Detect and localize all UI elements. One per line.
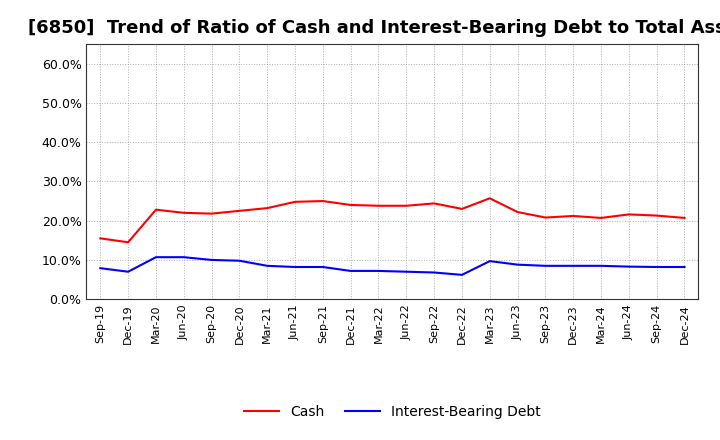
Interest-Bearing Debt xyxy=(430,270,438,275)
Interest-Bearing Debt xyxy=(680,264,689,270)
Interest-Bearing Debt xyxy=(374,268,383,274)
Cash xyxy=(346,202,355,208)
Cash xyxy=(152,207,161,213)
Cash xyxy=(652,213,661,218)
Cash xyxy=(179,210,188,216)
Interest-Bearing Debt xyxy=(318,264,327,270)
Title: [6850]  Trend of Ratio of Cash and Interest-Bearing Debt to Total Assets: [6850] Trend of Ratio of Cash and Intere… xyxy=(28,19,720,37)
Cash xyxy=(96,236,104,241)
Cash xyxy=(235,208,243,213)
Line: Interest-Bearing Debt: Interest-Bearing Debt xyxy=(100,257,685,275)
Cash xyxy=(318,198,327,204)
Cash xyxy=(541,215,550,220)
Interest-Bearing Debt xyxy=(624,264,633,269)
Interest-Bearing Debt xyxy=(346,268,355,274)
Interest-Bearing Debt xyxy=(458,272,467,278)
Interest-Bearing Debt xyxy=(597,263,606,268)
Cash xyxy=(458,206,467,212)
Interest-Bearing Debt xyxy=(513,262,522,267)
Interest-Bearing Debt xyxy=(235,258,243,264)
Interest-Bearing Debt xyxy=(96,266,104,271)
Cash xyxy=(207,211,216,216)
Interest-Bearing Debt xyxy=(291,264,300,270)
Cash xyxy=(124,240,132,245)
Interest-Bearing Debt xyxy=(485,258,494,264)
Interest-Bearing Debt xyxy=(207,257,216,263)
Interest-Bearing Debt xyxy=(152,255,161,260)
Cash xyxy=(569,213,577,219)
Interest-Bearing Debt xyxy=(569,263,577,268)
Cash xyxy=(680,215,689,220)
Cash xyxy=(624,212,633,217)
Cash xyxy=(430,201,438,206)
Interest-Bearing Debt xyxy=(124,269,132,275)
Cash xyxy=(513,209,522,215)
Cash xyxy=(263,205,271,211)
Cash xyxy=(291,199,300,205)
Interest-Bearing Debt xyxy=(652,264,661,270)
Interest-Bearing Debt xyxy=(541,263,550,268)
Legend: Cash, Interest-Bearing Debt: Cash, Interest-Bearing Debt xyxy=(238,400,546,425)
Interest-Bearing Debt xyxy=(179,255,188,260)
Cash xyxy=(597,215,606,220)
Cash xyxy=(374,203,383,209)
Cash xyxy=(402,203,410,209)
Cash xyxy=(485,196,494,201)
Interest-Bearing Debt xyxy=(263,263,271,268)
Line: Cash: Cash xyxy=(100,198,685,242)
Interest-Bearing Debt xyxy=(402,269,410,275)
